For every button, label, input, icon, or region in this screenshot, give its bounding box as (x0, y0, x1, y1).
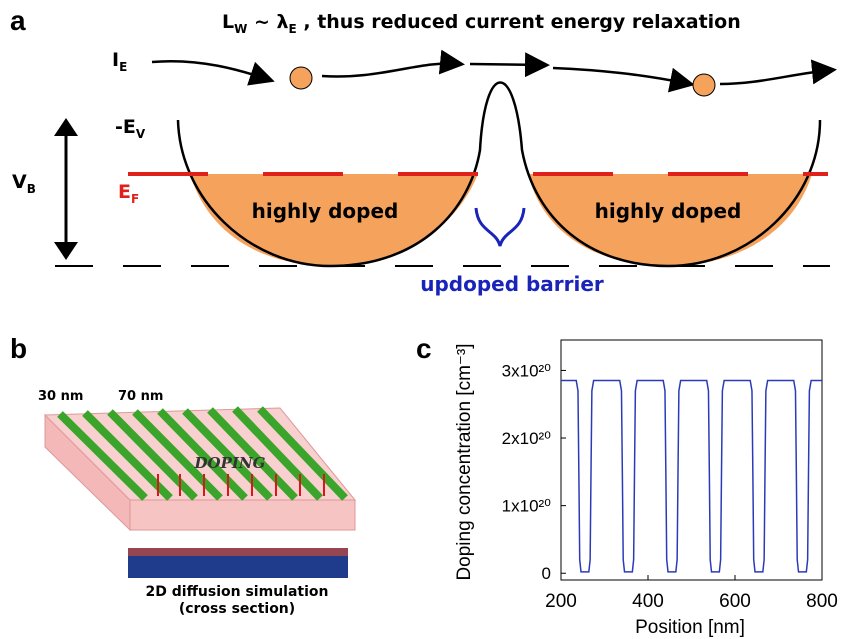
label-part: V (12, 171, 27, 193)
slab-front (129, 499, 356, 531)
title-part: ~ λ (247, 11, 288, 33)
doping-label: DOPING (194, 454, 266, 472)
panel-label: b (10, 333, 27, 364)
label-part: V (136, 127, 146, 141)
y-tick-label: 2x10²⁰ (502, 429, 552, 448)
current-arrows (151, 49, 837, 93)
caption: 2D diffusion simulation (146, 584, 329, 600)
fermi-label: EF (118, 181, 139, 206)
data-line (561, 379, 822, 573)
panel-label: a (10, 5, 26, 36)
well-fill (190, 174, 478, 266)
barrier-brace (474, 207, 526, 247)
label-part: I (112, 49, 119, 71)
simulation-surface (128, 548, 348, 556)
title-part: L (222, 11, 234, 33)
title-part: , thus reduced current energy relaxation (297, 11, 741, 33)
y-tick-label: 0 (542, 564, 551, 583)
y-tick-label: 3x10²⁰ (502, 361, 552, 380)
plot-frame (560, 339, 823, 581)
label-part: B (27, 182, 36, 196)
title-part: E (289, 22, 297, 36)
carrier (289, 66, 313, 90)
x-tick-label: 400 (632, 591, 664, 612)
x-tick-label: 200 (545, 591, 577, 612)
y-axis-label: Doping concentration [cm⁻³] (454, 343, 475, 580)
doping-arrows (157, 474, 325, 496)
valence-label: -EV (115, 116, 146, 141)
carrier (692, 73, 716, 97)
label-part: E (118, 181, 131, 203)
panel-a-title: LW ~ λE , thus reduced current energy re… (222, 11, 741, 36)
barrier-label: updoped barrier (420, 272, 604, 296)
well-fill (528, 174, 812, 266)
width-label: 70 nm (118, 389, 163, 404)
y-tick-label: 1x10²⁰ (502, 497, 552, 516)
current-label: IE (112, 49, 127, 74)
panel-label: c (416, 333, 432, 364)
bias-label: VB (12, 171, 36, 196)
title-part: W (234, 22, 247, 36)
x-tick-label: 600 (719, 591, 751, 612)
caption: (cross section) (179, 601, 295, 617)
well-label: highly doped (595, 199, 742, 223)
x-tick-label: 800 (806, 591, 838, 612)
label-part: E (119, 60, 127, 74)
width-label: 30 nm (38, 389, 83, 404)
label-part: -E (115, 116, 136, 138)
x-axis-label: Position [nm] (635, 617, 745, 638)
label-part: F (131, 192, 139, 206)
chart: Doping concentration [cm⁻³] Position [nm… (454, 339, 838, 638)
band-edge (176, 81, 822, 268)
well-label: highly doped (252, 199, 399, 223)
